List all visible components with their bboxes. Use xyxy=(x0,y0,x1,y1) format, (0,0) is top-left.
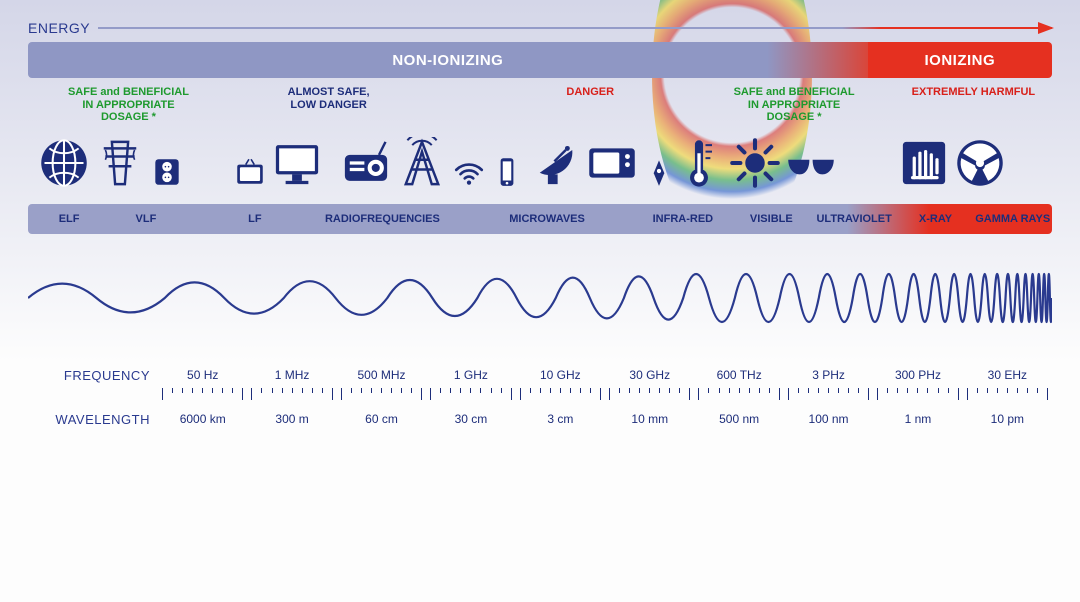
band-vlf: VLF xyxy=(136,213,157,225)
em-wave xyxy=(28,238,1052,358)
wavelength-cell: 100 nm xyxy=(784,412,873,426)
wavelength-row: WAVELENGTH 6000 km300 m60 cm30 cm3 cm10 … xyxy=(28,404,1052,434)
wavelength-cell: 60 cm xyxy=(337,412,426,426)
safety-label: DANGER xyxy=(550,86,630,99)
thermometer-icon xyxy=(673,137,725,194)
tick-marks xyxy=(158,388,1052,402)
sun-icon xyxy=(729,137,781,194)
wavelength-cell: 500 nm xyxy=(694,412,783,426)
band-visible: VISIBLE xyxy=(750,213,793,225)
icon-group-ir-visible-uv xyxy=(673,137,837,194)
radiation-icon xyxy=(954,137,1006,194)
safety-label: SAFE and BENEFICIALIN APPROPRIATEDOSAGE … xyxy=(48,86,208,124)
spectrum-infographic: ENERGY NON-IONIZING IONIZING SAFE and BE… xyxy=(0,0,1080,444)
safety-labels-row: SAFE and BENEFICIALIN APPROPRIATEDOSAGE … xyxy=(28,82,1052,120)
freq-cell: 30 EHz xyxy=(963,368,1052,382)
freq-cell: 300 PHz xyxy=(873,368,962,382)
wavelength-cell: 10 pm xyxy=(963,412,1052,426)
sat-icon xyxy=(642,155,676,194)
safety-label: ALMOST SAFE,LOW DANGER xyxy=(269,86,389,111)
antenna-tower-icon xyxy=(396,137,448,194)
outlet-icon xyxy=(150,155,184,194)
non-ionizing-segment: NON-IONIZING xyxy=(28,42,868,78)
safety-label: SAFE and BENEFICIALIN APPROPRIATEDOSAGE … xyxy=(714,86,874,124)
freq-cell: 1 GHz xyxy=(426,368,515,382)
wavelength-cell: 1 nm xyxy=(873,412,962,426)
band-ultraviolet: ULTRAVIOLET xyxy=(816,213,891,225)
band-bar: ELF VLF LF RADIOFREQUENCIES MICROWAVES INFRA-… xyxy=(28,204,1052,234)
microwave-oven-icon xyxy=(586,137,638,194)
energy-label: ENERGY xyxy=(28,20,90,36)
globe-icon xyxy=(38,137,90,194)
xray-hand-icon xyxy=(898,137,950,194)
icon-group-microwave xyxy=(530,137,676,194)
classification-bar: NON-IONIZING IONIZING xyxy=(28,42,1052,78)
icon-group-xray-gamma xyxy=(898,137,1006,194)
wavelength-cell: 10 mm xyxy=(605,412,694,426)
freq-cell: 10 GHz xyxy=(516,368,605,382)
band-radiofrequencies: RADIOFREQUENCIES xyxy=(325,213,440,225)
wave-area xyxy=(28,238,1052,358)
energy-arrow xyxy=(98,27,1052,29)
freq-cell: 50 Hz xyxy=(158,368,247,382)
band-x-ray: X-RAY xyxy=(919,213,952,225)
icon-group-elf-vlf xyxy=(38,137,184,194)
scale-block: FREQUENCY 50 Hz1 MHz500 MHz1 GHz10 GHz30… xyxy=(28,360,1052,434)
wavelength-cell: 6000 km xyxy=(158,412,247,426)
ionizing-segment: IONIZING xyxy=(868,42,1052,78)
monitor-icon xyxy=(271,137,323,194)
satellite-dish-icon xyxy=(530,137,582,194)
tv-crt-icon xyxy=(233,155,267,194)
smartphone-icon xyxy=(490,155,524,194)
freq-cell: 30 GHz xyxy=(605,368,694,382)
freq-cell: 3 PHz xyxy=(784,368,873,382)
power-lines-icon xyxy=(94,137,146,194)
wavelength-cell: 3 cm xyxy=(516,412,605,426)
freq-cell: 1 MHz xyxy=(247,368,336,382)
frequency-label: FREQUENCY xyxy=(28,368,158,383)
band-lf: LF xyxy=(248,213,261,225)
freq-cell: 500 MHz xyxy=(337,368,426,382)
wavelength-cell: 300 m xyxy=(247,412,336,426)
band-gamma-rays: GAMMA RAYS xyxy=(975,213,1050,225)
band-microwaves: MICROWAVES xyxy=(509,213,585,225)
wavelength-cell: 30 cm xyxy=(426,412,515,426)
radio-icon xyxy=(340,137,392,194)
band-elf: ELF xyxy=(59,213,80,225)
wifi-icon xyxy=(452,155,486,194)
freq-cell: 600 THz xyxy=(694,368,783,382)
band-infra-red: INFRA-RED xyxy=(653,213,714,225)
sunglasses-icon xyxy=(785,137,837,194)
wavelength-label: WAVELENGTH xyxy=(28,412,158,427)
icon-group-rf xyxy=(340,137,524,194)
icon-group-lf xyxy=(233,137,323,194)
safety-label: EXTREMELY HARMFUL xyxy=(898,86,1048,99)
icons-row xyxy=(28,120,1052,200)
energy-arrow-row: ENERGY xyxy=(28,20,1052,36)
frequency-row: FREQUENCY 50 Hz1 MHz500 MHz1 GHz10 GHz30… xyxy=(28,360,1052,390)
